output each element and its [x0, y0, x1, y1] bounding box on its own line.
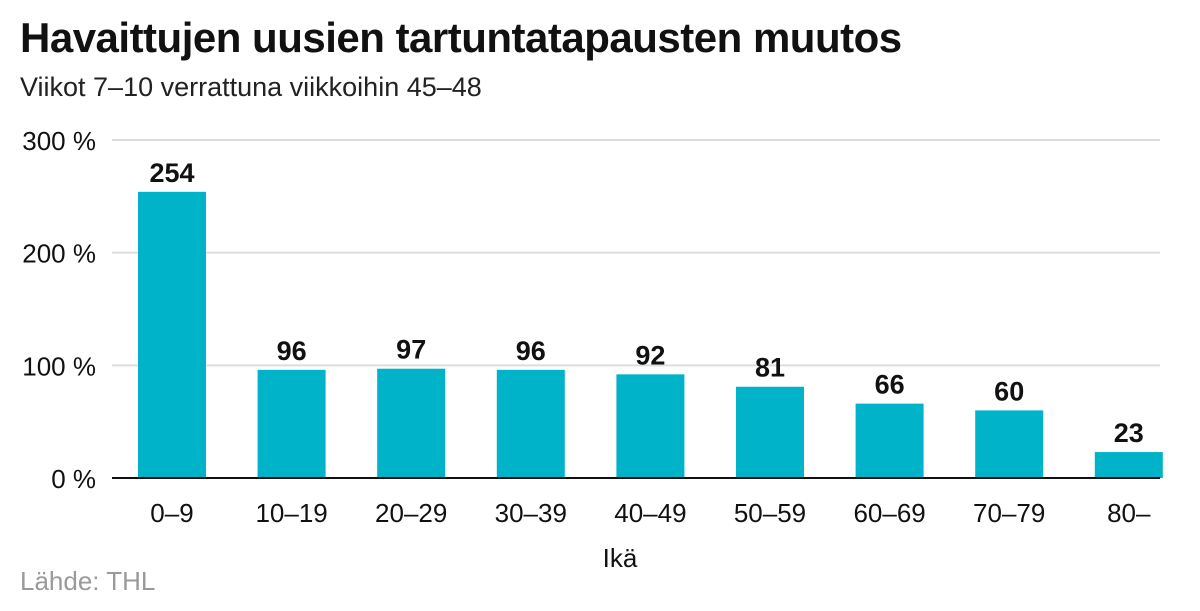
bar [138, 191, 206, 478]
bar [616, 374, 685, 478]
x-tick-label: 20–29 [375, 498, 447, 528]
value-labels: 254 96 97 96 92 81 66 60 23 [149, 158, 1143, 448]
x-tick-label: 80– [1107, 498, 1151, 528]
x-axis-title: Ikä [603, 543, 638, 573]
y-tick-label: 100 % [22, 351, 96, 381]
bar [855, 403, 924, 478]
bar [736, 386, 804, 478]
gridlines [112, 139, 1160, 367]
y-tick-label: 200 % [22, 239, 96, 269]
source-note: Lähde: THL [20, 566, 156, 596]
bar [1094, 452, 1163, 478]
x-tick-label: 10–19 [255, 498, 327, 528]
y-tick-label: 0 % [51, 464, 96, 494]
bars [138, 191, 1163, 478]
y-tick-labels: 0 % 100 % 200 % 300 % [22, 126, 96, 494]
x-tick-label: 40–49 [614, 498, 686, 528]
data-label: 254 [149, 158, 194, 188]
data-label: 96 [516, 336, 546, 366]
y-tick-label: 300 % [22, 126, 96, 156]
x-tick-label: 0–9 [150, 498, 193, 528]
data-label: 81 [755, 353, 785, 383]
bar [975, 410, 1044, 478]
x-tick-labels: 0–9 10–19 20–29 30–39 40–49 50–59 60–69 70–79 80… [150, 498, 1151, 528]
bar [257, 369, 326, 478]
chart-title: Havaittujen uusien tartuntatapausten muu… [20, 14, 902, 61]
data-label: 60 [994, 376, 1024, 406]
x-tick-label: 50–59 [734, 498, 806, 528]
bar [377, 368, 446, 478]
x-tick-label: 60–69 [853, 498, 925, 528]
chart-subtitle: Viikot 7–10 verrattuna viikkoihin 45–48 [20, 72, 482, 102]
data-label: 92 [635, 340, 665, 370]
x-tick-label: 30–39 [495, 498, 567, 528]
data-label: 96 [277, 336, 307, 366]
data-label: 23 [1114, 418, 1144, 448]
x-tick-label: 70–79 [973, 498, 1045, 528]
data-label: 97 [396, 335, 426, 365]
data-label: 66 [875, 370, 905, 400]
bar [496, 369, 565, 478]
